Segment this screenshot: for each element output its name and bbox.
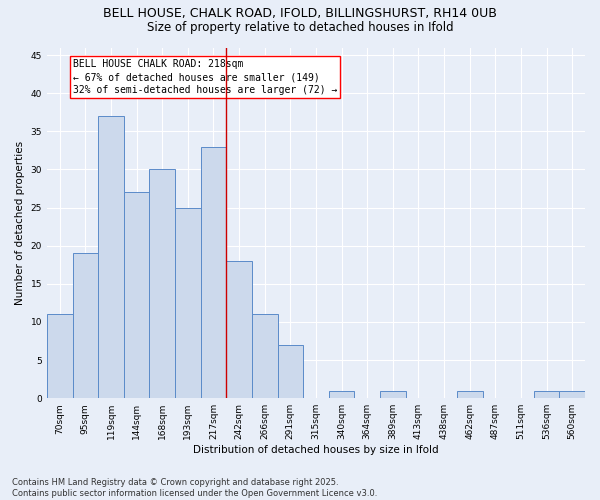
Bar bbox=[149, 170, 175, 398]
X-axis label: Distribution of detached houses by size in Ifold: Distribution of detached houses by size … bbox=[193, 445, 439, 455]
Bar bbox=[329, 390, 355, 398]
Bar bbox=[559, 390, 585, 398]
Bar bbox=[380, 390, 406, 398]
Bar bbox=[226, 261, 252, 398]
Text: BELL HOUSE CHALK ROAD: 218sqm
← 67% of detached houses are smaller (149)
32% of : BELL HOUSE CHALK ROAD: 218sqm ← 67% of d… bbox=[73, 59, 337, 96]
Bar bbox=[175, 208, 200, 398]
Bar bbox=[534, 390, 559, 398]
Bar bbox=[124, 192, 149, 398]
Bar bbox=[200, 146, 226, 398]
Bar bbox=[278, 345, 303, 398]
Text: Contains HM Land Registry data © Crown copyright and database right 2025.
Contai: Contains HM Land Registry data © Crown c… bbox=[12, 478, 377, 498]
Bar bbox=[73, 254, 98, 398]
Text: Size of property relative to detached houses in Ifold: Size of property relative to detached ho… bbox=[146, 21, 454, 34]
Bar bbox=[457, 390, 482, 398]
Text: BELL HOUSE, CHALK ROAD, IFOLD, BILLINGSHURST, RH14 0UB: BELL HOUSE, CHALK ROAD, IFOLD, BILLINGSH… bbox=[103, 8, 497, 20]
Y-axis label: Number of detached properties: Number of detached properties bbox=[15, 141, 25, 305]
Bar bbox=[98, 116, 124, 398]
Bar bbox=[252, 314, 278, 398]
Bar bbox=[47, 314, 73, 398]
